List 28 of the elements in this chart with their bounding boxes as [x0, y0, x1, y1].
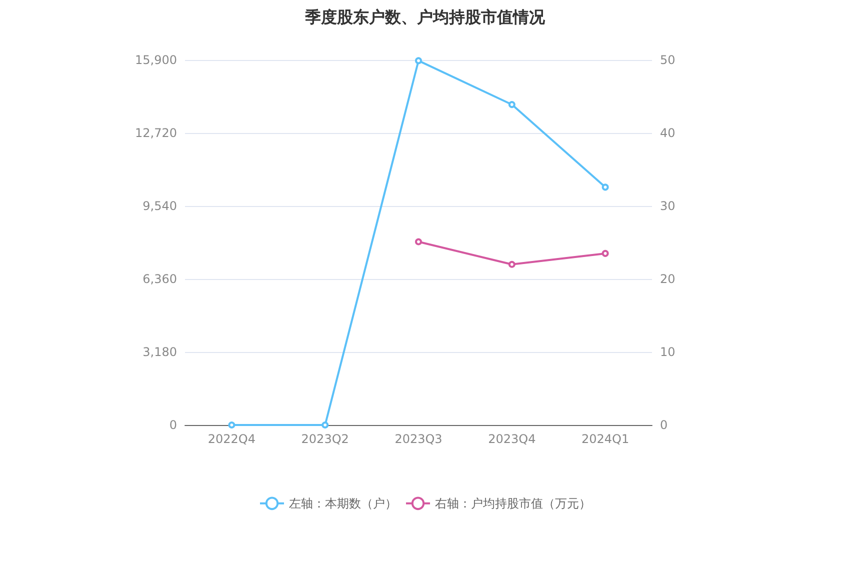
y-tick-label: 9,540 — [142, 199, 177, 213]
point — [508, 101, 516, 108]
legend-label: 左轴：本期数（户） — [289, 496, 397, 510]
chart-title: 季度股东户数、户均持股市值情况 — [304, 8, 546, 26]
x-tick-label: 2024Q1 — [581, 432, 630, 446]
y2-tick-label: 10 — [660, 345, 676, 359]
y-tick-label: 15,900 — [135, 53, 177, 67]
y-tick-label: 6,360 — [142, 272, 177, 286]
y2-tick-label: 0 — [660, 418, 668, 432]
point — [508, 260, 516, 268]
y-tick-label: 3,180 — [142, 345, 177, 359]
point — [602, 250, 609, 257]
y-tick-label: 0 — [169, 418, 177, 432]
y2-tick-label: 20 — [660, 272, 676, 286]
y2-tick-label: 50 — [660, 53, 676, 67]
point — [415, 238, 422, 246]
x-tick-label: 2023Q4 — [488, 432, 536, 446]
x-tick-label: 2022Q4 — [208, 432, 256, 446]
point — [415, 57, 422, 64]
x-tick-label: 2023Q3 — [394, 432, 442, 446]
point — [322, 422, 329, 428]
y2-tick-label: 40 — [660, 126, 676, 140]
x-tick-label: 2023Q2 — [301, 432, 349, 446]
legend-label: 右轴：户均持股市值（万元） — [435, 496, 591, 510]
y-tick-label: 12,720 — [135, 126, 177, 140]
point — [228, 422, 236, 428]
point — [602, 184, 609, 191]
y2-tick-label: 30 — [660, 199, 676, 213]
